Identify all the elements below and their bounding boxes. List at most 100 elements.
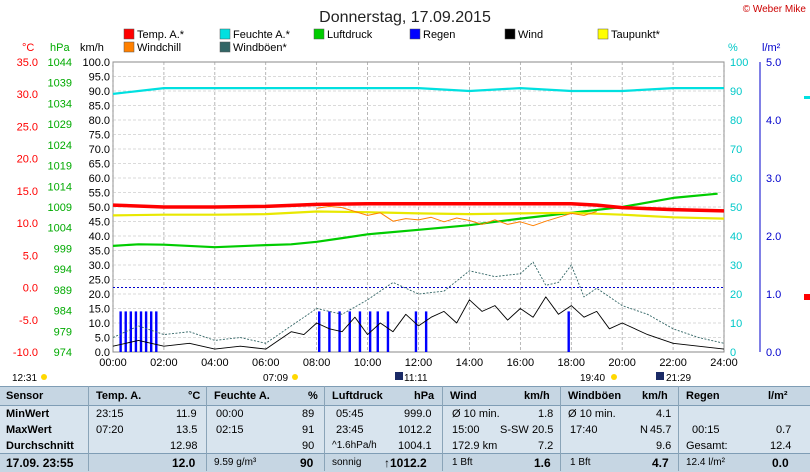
row-max-label: MaxWert (6, 424, 52, 436)
rain-total: 12.4 (770, 440, 792, 452)
y-tick-hum: 70 (730, 144, 742, 156)
series-wind-line (112, 296, 725, 350)
x-tick-label: 12:00 (405, 357, 433, 369)
right-marker-temp (804, 294, 810, 300)
x-tick-label: 14:00 (456, 357, 484, 369)
legend-swatch (597, 28, 609, 40)
y-tick-temp: 20.0 (17, 154, 38, 166)
press-max-time: 23:45 (336, 424, 364, 436)
x-tick-label: 04:00 (201, 357, 229, 369)
y-tick-hum: 80 (730, 115, 742, 127)
y-tick-press: 1004 (48, 223, 72, 235)
rain-bar (124, 311, 127, 352)
moonrise-time: 21:29 (666, 373, 691, 384)
rain-bar (328, 311, 331, 352)
rain-bar (348, 311, 351, 352)
temp-now: 12.0 (172, 456, 196, 470)
x-tick-label: 08:00 (303, 357, 331, 369)
press-trend: ^1.6hPa/h (332, 440, 377, 451)
y-tick-hum: 60 (730, 173, 742, 185)
table-footer (0, 453, 810, 472)
hdr-gust-unit: km/h (642, 390, 668, 402)
y-tick-temp: 5.0 (23, 250, 38, 262)
stats-table: Sensor Temp. A. °C Feuchte A. % Luftdruc… (0, 386, 810, 472)
gust-r1-val: 4.1 (656, 408, 672, 420)
sun-icon-left (41, 374, 47, 380)
rain-bar (134, 311, 138, 352)
press-min-time: 05:45 (336, 408, 364, 420)
y-tick-rain: 0.0 (766, 347, 781, 359)
hum-unit: % (728, 42, 738, 54)
hdr-hum-unit: % (308, 390, 318, 402)
legend-label: Feuchte A.* (233, 29, 291, 41)
left-time: 12:31 (12, 373, 37, 384)
temp-min-time: 23:15 (96, 408, 124, 420)
moonset-time: 11:11 (404, 373, 428, 384)
y-tick-press: 1024 (48, 140, 72, 152)
legend-label: Temp. A.* (137, 29, 185, 41)
wind-now: 1.6 (534, 456, 551, 470)
hdr-wind: Wind (450, 390, 477, 402)
y-tick-wind: 15.0 (89, 304, 110, 316)
rain-max: 0.7 (776, 424, 792, 436)
y-tick-press: 1044 (48, 57, 72, 69)
y-tick-temp: 30.0 (17, 89, 38, 101)
rain-bar (424, 311, 428, 352)
wind-r1: Ø 10 min. (452, 408, 500, 420)
series-group (112, 86, 810, 352)
hum-min-time: 00:00 (216, 408, 244, 420)
x-tick-label: 10:00 (354, 357, 382, 369)
hdr-sensor: Sensor (6, 390, 44, 402)
rain-bar (567, 311, 570, 352)
y-tick-wind: 50.0 (89, 202, 110, 214)
x-axis: 00:00 02:00 04:00 06:00 08:00 10:00 12:00 14:00… (99, 357, 738, 369)
hdr-temp: Temp. A. (96, 390, 142, 402)
legend-swatch (409, 28, 421, 40)
legend-swatch (504, 28, 516, 40)
y-tick-wind: 45.0 (89, 217, 110, 229)
y-tick-press: 1009 (48, 202, 72, 214)
hdr-hum: Feuchte A. (214, 390, 270, 402)
legend-label: Taupunkt* (611, 29, 661, 41)
legend-label: Wind (518, 29, 543, 41)
y-tick-wind: 30.0 (89, 260, 110, 272)
rain-bar (376, 311, 379, 352)
gust-avg: 9.6 (656, 440, 672, 452)
legend-label: Windböen* (233, 42, 288, 54)
y-tick-hum: 40 (730, 231, 742, 243)
y-tick-wind: 25.0 (89, 275, 110, 287)
chart-title: Donnerstag, 17.09.2015 (319, 9, 491, 26)
x-tick-label: 06:00 (252, 357, 280, 369)
y-tick-wind: 40.0 (89, 231, 110, 243)
moonset-icon (395, 372, 403, 380)
series-feuchtea-line (112, 86, 724, 95)
x-tick-label: 00:00 (99, 357, 127, 369)
y-tick-press: 989 (54, 285, 72, 297)
weather-chart: Donnerstag, 17.09.2015 © Weber Mike Temp… (12, 4, 810, 384)
hdr-temp-unit: °C (188, 390, 201, 402)
wind-distance: 172.9 km (452, 440, 498, 452)
gust-max-time: 17:40 (570, 424, 598, 436)
y-tick-press: 979 (54, 326, 72, 338)
y-tick-temp: 35.0 (17, 57, 38, 69)
x-tick-label: 20:00 (608, 357, 636, 369)
y-tick-press: 984 (54, 306, 72, 318)
rain-bar (144, 311, 148, 352)
wind-max-dir: S-SW (500, 424, 529, 436)
y-tick-press: 1014 (48, 181, 72, 193)
gust-now: 4.7 (652, 456, 669, 470)
y-tick-press: 974 (54, 347, 72, 359)
y-tick-hum: 50 (730, 202, 742, 214)
series-windchill-line (316, 205, 597, 227)
series-tempa-line (112, 202, 725, 213)
press-min: 999.0 (404, 408, 432, 420)
temp-unit: °C (22, 42, 34, 54)
timestamp: 17.09. 23:55 (6, 456, 74, 470)
hum-max-time: 02:15 (216, 424, 244, 436)
x-tick-label: 18:00 (557, 357, 585, 369)
rain-bar (129, 311, 133, 352)
legend: Temp. A.* Feuchte A.* Luftdruck Regen Wind Ta… (123, 28, 661, 54)
y-tick-wind: 95.0 (89, 72, 110, 84)
wind-unit: km/h (80, 42, 104, 54)
table-header (0, 386, 810, 406)
